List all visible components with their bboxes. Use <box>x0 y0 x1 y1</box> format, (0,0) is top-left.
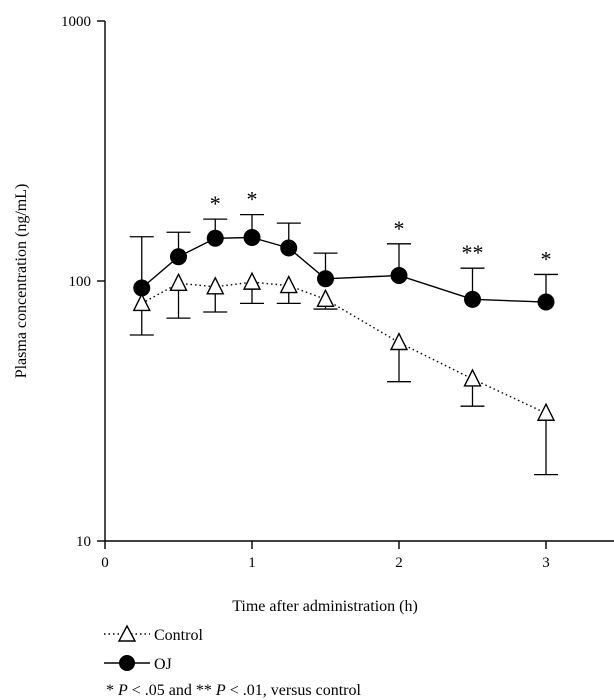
data-point <box>171 274 187 290</box>
series-control <box>130 273 558 474</box>
annotation-layer: * **** * <box>210 187 552 272</box>
data-point <box>538 294 555 311</box>
x-tick-label: 1 <box>248 555 256 571</box>
data-point <box>170 248 187 265</box>
data-point <box>207 230 224 247</box>
significance-mark: * <box>247 187 258 212</box>
data-point <box>464 291 481 308</box>
legend-control-marker <box>119 626 135 641</box>
x-tick-label: 0 <box>101 555 109 571</box>
legend-control-label: Control <box>154 627 203 644</box>
y-tick-label: 100 <box>69 274 92 290</box>
data-point <box>317 270 334 287</box>
significance-mark: ** <box>462 240 484 265</box>
x-tick-label: 2 <box>395 555 403 571</box>
y-axis-title: Plasma concentration (ng/mL) <box>13 184 30 379</box>
x-tick-label: 3 <box>542 555 550 571</box>
significance-mark: * <box>541 246 552 271</box>
series-line <box>142 237 546 302</box>
y-tick-label: 10 <box>76 534 91 550</box>
data-point <box>244 229 261 246</box>
data-point <box>391 334 407 350</box>
data-point <box>391 267 408 284</box>
data-point <box>465 370 481 386</box>
data-point <box>538 404 554 420</box>
significance-mark: * <box>394 216 405 241</box>
data-point <box>281 277 297 293</box>
legend-oj-label: OJ <box>154 656 172 673</box>
data-point <box>134 294 150 310</box>
footnote: * P < .05 and ** P < .01, versus control <box>106 682 361 699</box>
series-line <box>142 282 546 413</box>
series-oj <box>130 215 558 311</box>
legend-oj-marker <box>119 655 135 671</box>
data-point <box>318 290 334 306</box>
axes: 10 100 1000 0 1 2 3 Time after administration (… <box>13 14 614 615</box>
legend: Control OJ <box>104 626 203 673</box>
significance-mark: * <box>210 191 221 216</box>
y-tick-label: 1000 <box>61 14 91 30</box>
data-point <box>244 273 260 289</box>
data-point <box>280 239 297 256</box>
x-axis-title: Time after administration (h) <box>232 598 418 615</box>
series-layer <box>130 215 558 475</box>
